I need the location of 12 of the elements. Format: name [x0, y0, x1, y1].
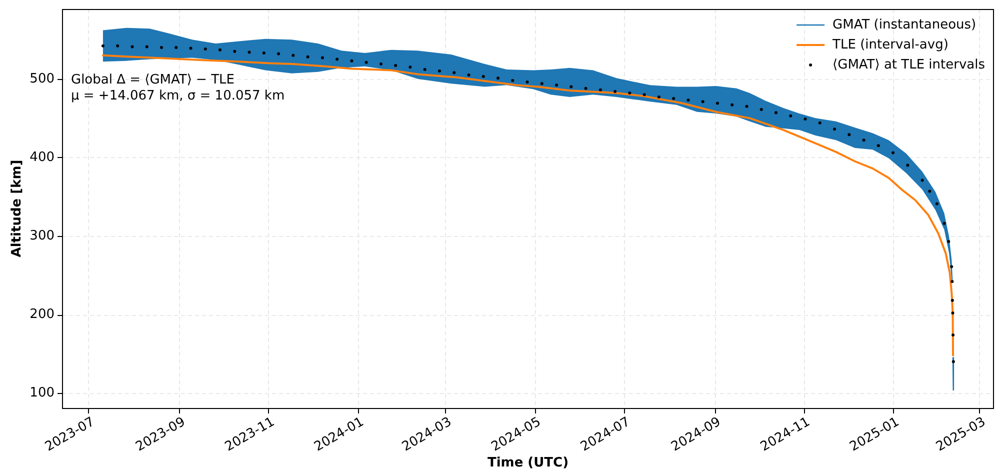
- y-tick-label: 100: [30, 385, 54, 400]
- legend-label: ⟨GMAT⟩ at TLE intervals: [832, 57, 986, 72]
- y-tick-label: 400: [30, 150, 54, 165]
- y-axis-title: Altitude [km]: [9, 160, 24, 258]
- x-axis-title: Time (UTC): [487, 455, 569, 470]
- annotation: μ = +14.067 km, σ = 10.057 km: [71, 88, 285, 104]
- legend-label: GMAT (instantaneous): [832, 17, 976, 32]
- legend-label: TLE (interval-avg): [832, 37, 948, 52]
- y-tick-label: 300: [30, 228, 54, 244]
- y-tick-label: 500: [30, 71, 54, 86]
- y-tick-label: 200: [30, 306, 54, 322]
- annotation: Global Δ = ⟨GMAT⟩ − TLE: [71, 72, 234, 88]
